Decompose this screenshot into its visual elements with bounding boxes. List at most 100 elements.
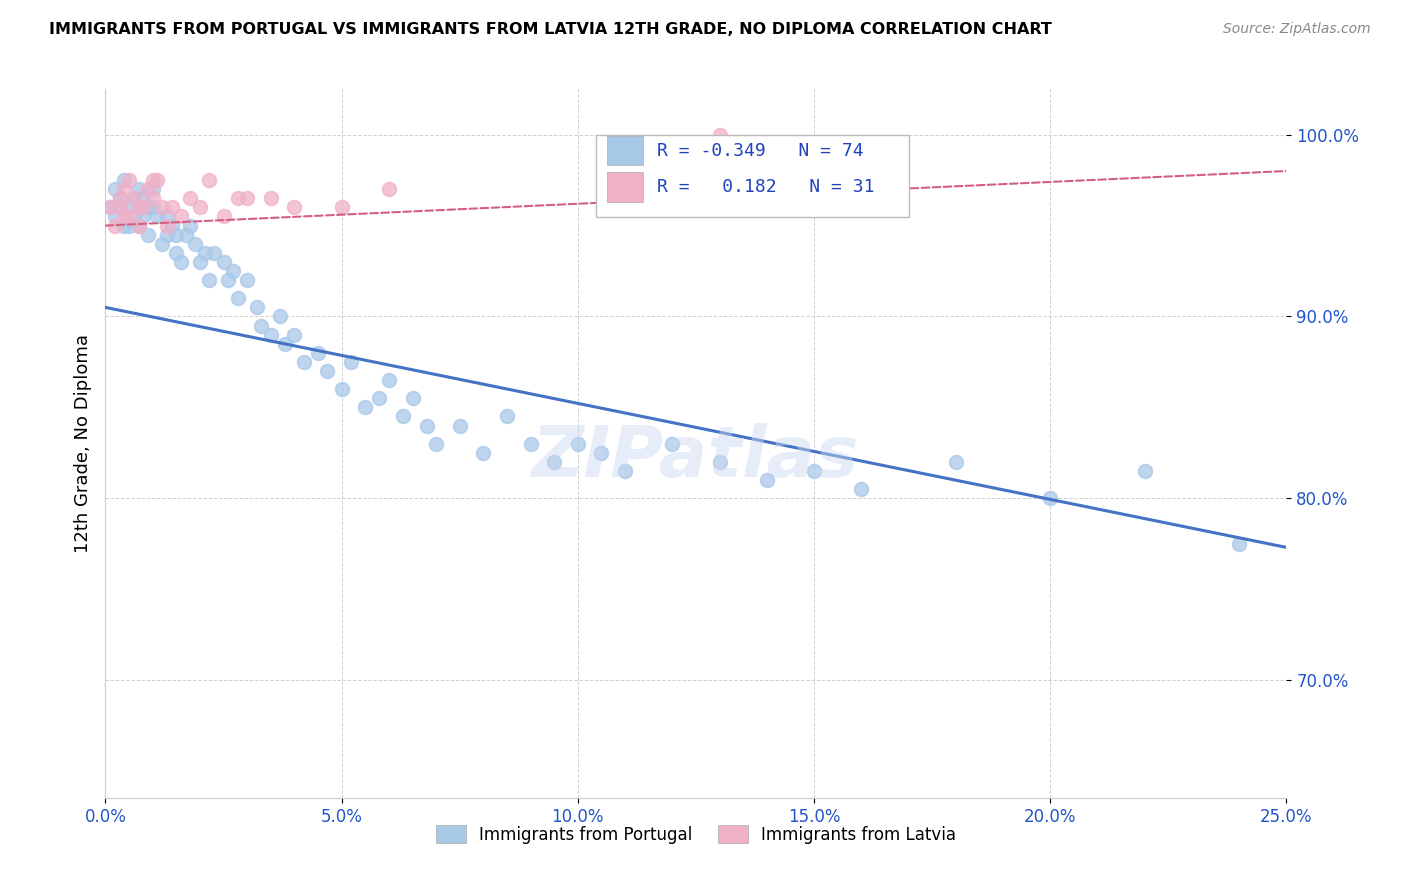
Point [614,464,637,478]
Point [165,245,187,260]
Point [378,182,401,196]
Point [108,200,131,214]
Point [132,191,155,205]
Point [98,200,121,214]
Point [260,327,283,342]
Point [118,200,141,214]
Point [156,227,179,242]
Y-axis label: 12th Grade, No Diploma: 12th Grade, No Diploma [73,334,91,553]
Point [851,482,873,496]
Point [136,200,159,214]
Point [591,446,613,460]
Point [108,191,131,205]
Point [188,255,211,269]
Point [118,173,141,187]
Point [112,210,135,224]
Point [150,200,173,214]
FancyBboxPatch shape [596,136,908,217]
Point [803,464,825,478]
Point [179,191,201,205]
Point [567,436,589,450]
Point [156,219,179,233]
Point [246,301,269,315]
Point [1133,464,1156,478]
Text: R =   0.182   N = 31: R = 0.182 N = 31 [657,178,875,196]
Point [142,191,165,205]
Point [709,455,731,469]
Point [202,245,225,260]
Point [128,219,150,233]
Point [128,219,150,233]
Point [122,210,145,224]
Point [330,382,353,396]
Point [142,173,165,187]
Point [354,401,377,415]
Point [378,373,401,387]
Text: IMMIGRANTS FROM PORTUGAL VS IMMIGRANTS FROM LATVIA 12TH GRADE, NO DIPLOMA CORREL: IMMIGRANTS FROM PORTUGAL VS IMMIGRANTS F… [49,22,1052,37]
Point [226,291,249,305]
Point [226,191,249,205]
FancyBboxPatch shape [607,136,643,166]
Point [1227,537,1250,551]
Point [392,409,415,424]
Point [184,236,207,251]
Point [661,436,683,450]
Point [98,200,121,214]
Point [188,200,211,214]
Point [128,182,150,196]
Point [194,245,217,260]
Point [236,273,259,287]
Point [104,210,127,224]
Point [112,219,135,233]
Point [170,210,193,224]
Point [496,409,519,424]
Point [269,310,291,324]
Point [425,436,447,450]
Text: Source: ZipAtlas.com: Source: ZipAtlas.com [1223,22,1371,37]
Point [122,191,145,205]
Point [160,200,183,214]
Point [150,236,173,251]
Point [274,336,297,351]
Point [316,364,339,378]
Point [198,173,221,187]
Point [519,436,541,450]
Point [104,219,127,233]
Point [112,173,135,187]
FancyBboxPatch shape [607,172,643,202]
Point [142,200,165,214]
Text: R = -0.349   N = 74: R = -0.349 N = 74 [657,142,863,160]
Point [260,191,283,205]
Point [217,273,239,287]
Point [108,191,131,205]
Legend: Immigrants from Portugal, Immigrants from Latvia: Immigrants from Portugal, Immigrants fro… [429,819,963,850]
Point [118,219,141,233]
Point [156,210,179,224]
Point [340,355,363,369]
Point [136,182,159,196]
Point [118,210,141,224]
Point [222,264,245,278]
Point [212,210,235,224]
Point [236,191,259,205]
Point [543,455,565,469]
Point [709,128,731,142]
Point [283,200,305,214]
Point [415,418,437,433]
Point [472,446,495,460]
Point [142,182,165,196]
Point [292,355,315,369]
Point [165,227,187,242]
Point [250,318,273,333]
Point [174,227,197,242]
Point [128,200,150,214]
Point [146,210,169,224]
Point [108,200,131,214]
Point [146,173,169,187]
Point [1039,491,1062,506]
Point [104,182,127,196]
Point [132,210,155,224]
Point [368,392,391,406]
Point [198,273,221,287]
Point [160,219,183,233]
